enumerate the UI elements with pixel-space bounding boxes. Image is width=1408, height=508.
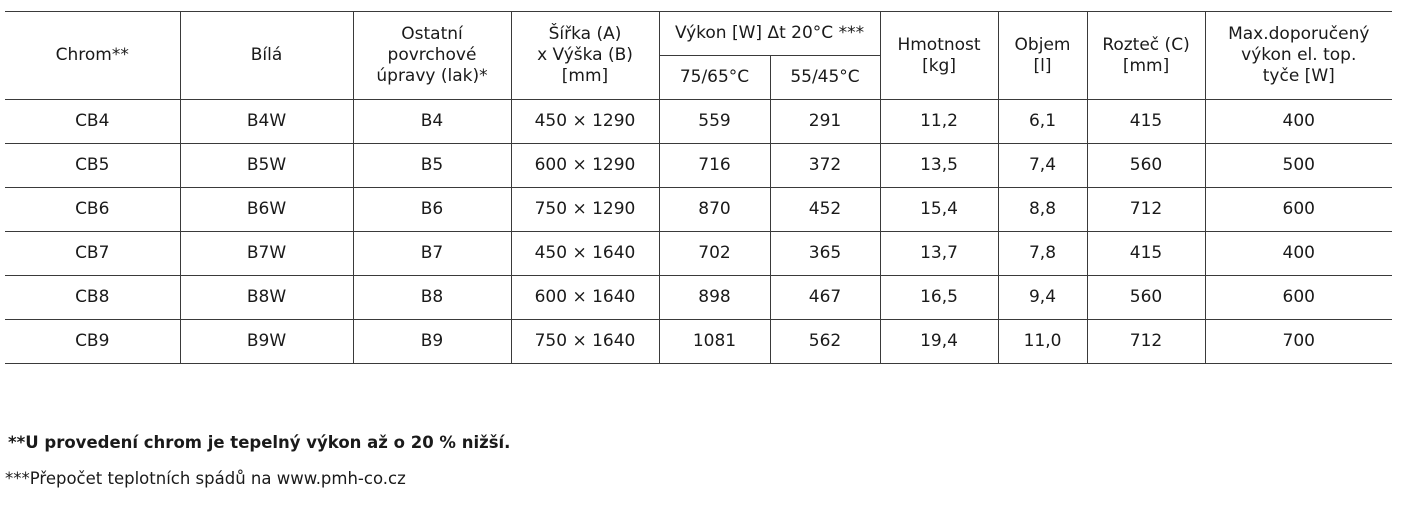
table-cell: 559 xyxy=(658,99,771,144)
table-cell: CB9 xyxy=(5,319,181,364)
table-cell: 870 xyxy=(658,187,771,232)
table-cell: 400 xyxy=(1204,231,1393,276)
table-cell: 6,1 xyxy=(997,99,1088,144)
table-cell: 415 xyxy=(1086,99,1206,144)
table-cell: 16,5 xyxy=(879,275,999,320)
table-cell: 750 × 1290 xyxy=(510,187,660,232)
table-cell: 716 xyxy=(658,143,771,188)
header-vykon-75: 75/65°C xyxy=(659,55,771,100)
table-cell: B9W xyxy=(179,319,354,364)
table-row: CB5 B5W B5 600 × 1290 716 372 13,5 7,4 560 500 xyxy=(5,143,1393,188)
table-cell: 365 xyxy=(769,231,881,276)
table-cell: 15,4 xyxy=(879,187,999,232)
table-cell: 13,5 xyxy=(879,143,999,188)
radiator-spec-table: Chrom** Bílá Ostatní povrchové úpravy (lak… xyxy=(5,11,1393,364)
table-cell: 600 xyxy=(1204,187,1393,232)
table-cell: 700 xyxy=(1204,319,1393,364)
table-cell: B4 xyxy=(352,99,512,144)
table-cell: 1081 xyxy=(658,319,771,364)
table-cell: 372 xyxy=(769,143,881,188)
table-cell: 600 xyxy=(1204,275,1393,320)
table-cell: B6W xyxy=(179,187,354,232)
table-cell: 560 xyxy=(1086,275,1206,320)
table-cell: 11,0 xyxy=(997,319,1088,364)
header-chrom: Chrom** xyxy=(5,11,181,100)
table-cell: 11,2 xyxy=(879,99,999,144)
table-cell: 400 xyxy=(1204,99,1393,144)
table-row: CB4 B4W B4 450 × 1290 559 291 11,2 6,1 415 400 xyxy=(5,99,1393,144)
header-max-vykon: Max.doporučený výkon el. top. tyče [W] xyxy=(1204,11,1393,100)
table-cell: 450 × 1290 xyxy=(510,99,660,144)
table-cell: CB7 xyxy=(5,231,181,276)
header-hmotnost: Hmotnost [kg] xyxy=(879,11,999,100)
table-cell: 750 × 1640 xyxy=(510,319,660,364)
table-cell: 600 × 1290 xyxy=(510,143,660,188)
table-cell: 467 xyxy=(769,275,881,320)
table-cell: 712 xyxy=(1086,187,1206,232)
table-cell: 13,7 xyxy=(879,231,999,276)
table-cell: 7,4 xyxy=(997,143,1088,188)
table-cell: CB8 xyxy=(5,275,181,320)
table-cell: B8W xyxy=(179,275,354,320)
table-cell: 702 xyxy=(658,231,771,276)
table-cell: 562 xyxy=(769,319,881,364)
table-cell: CB5 xyxy=(5,143,181,188)
note-prepocet: ***Přepočet teplotních spádů na www.pmh-… xyxy=(5,469,406,488)
table-cell: 291 xyxy=(769,99,881,144)
table-cell: B7 xyxy=(352,231,512,276)
table-cell: 415 xyxy=(1086,231,1206,276)
table-cell: 600 × 1640 xyxy=(510,275,660,320)
header-bila: Bílá xyxy=(179,11,354,100)
header-rozmer: Šířka (A) x Výška (B) [mm] xyxy=(510,11,660,100)
table-cell: 712 xyxy=(1086,319,1206,364)
table-cell: 450 × 1640 xyxy=(510,231,660,276)
header-vykon: Výkon [W] Δt 20°C *** xyxy=(658,11,881,56)
header-vykon-55: 55/45°C xyxy=(769,55,881,100)
table-cell: B4W xyxy=(179,99,354,144)
note-chrom: **U provedení chrom je tepelný výkon až … xyxy=(8,433,511,452)
table-row: CB6 B6W B6 750 × 1290 870 452 15,4 8,8 712 600 xyxy=(5,187,1393,232)
table-cell: 9,4 xyxy=(997,275,1088,320)
table-cell: B9 xyxy=(352,319,512,364)
table-cell: 898 xyxy=(658,275,771,320)
table-cell: 560 xyxy=(1086,143,1206,188)
table-cell: B5W xyxy=(179,143,354,188)
table-cell: B5 xyxy=(352,143,512,188)
table-row: CB7 B7W B7 450 × 1640 702 365 13,7 7,8 415 400 xyxy=(5,231,1393,276)
table-row: CB8 B8W B8 600 × 1640 898 467 16,5 9,4 560 600 xyxy=(5,275,1393,320)
table-row: CB9 B9W B9 750 × 1640 1081 562 19,4 11,0 712 700 xyxy=(5,319,1393,364)
table-cell: CB6 xyxy=(5,187,181,232)
header-roztec: Rozteč (C) [mm] xyxy=(1086,11,1206,100)
header-objem: Objem [l] xyxy=(997,11,1088,100)
table-cell: B6 xyxy=(352,187,512,232)
table-cell: 500 xyxy=(1204,143,1393,188)
header-ostatni: Ostatní povrchové úpravy (lak)* xyxy=(352,11,512,100)
table-cell: 8,8 xyxy=(997,187,1088,232)
table-cell: 19,4 xyxy=(879,319,999,364)
table-cell: B8 xyxy=(352,275,512,320)
table-cell: CB4 xyxy=(5,99,181,144)
table-cell: B7W xyxy=(179,231,354,276)
table-cell: 7,8 xyxy=(997,231,1088,276)
table-cell: 452 xyxy=(769,187,881,232)
